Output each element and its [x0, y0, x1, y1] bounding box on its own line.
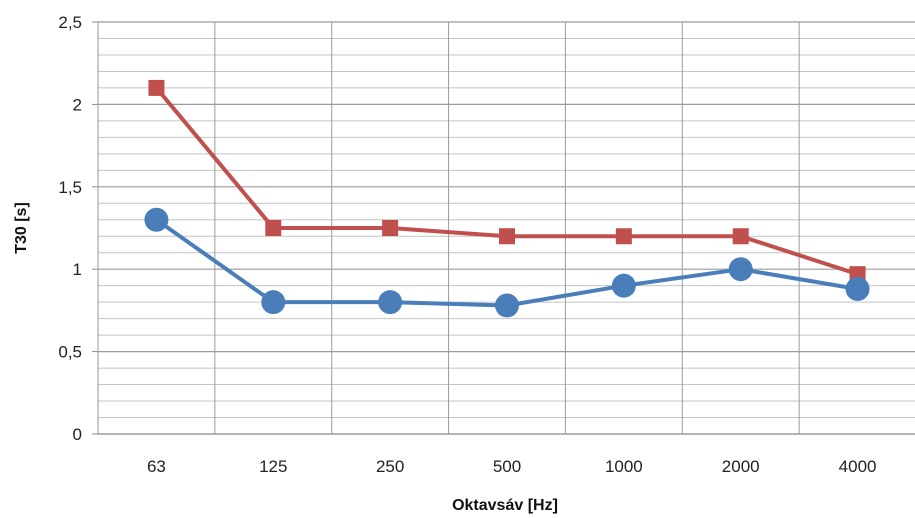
data-point	[845, 276, 870, 301]
y-axis-ticks: 0 0,5 1 1,5 2 2,5	[58, 13, 82, 444]
x-tick-label: 125	[259, 457, 287, 476]
x-axis-title: Oktavsáv [Hz]	[452, 497, 558, 514]
data-point	[378, 290, 403, 315]
y-tick-label: 0,5	[58, 343, 82, 362]
data-point	[499, 228, 515, 245]
data-point	[495, 293, 519, 318]
y-tick-label: 2,5	[58, 13, 82, 32]
data-point	[728, 257, 753, 282]
series-line	[154, 86, 859, 277]
y-tick-label: 1	[73, 260, 82, 279]
series-1	[148, 79, 866, 283]
x-axis-ticks: 63 125 250 500 1000 2000 4000	[147, 457, 877, 476]
data-point	[611, 273, 636, 298]
data-point	[148, 79, 165, 96]
grid	[92, 21, 915, 435]
x-tick-label: 500	[493, 457, 521, 476]
data-point	[732, 228, 749, 245]
series-layer	[144, 79, 870, 318]
x-tick-label: 2000	[722, 457, 760, 476]
y-tick-label: 0	[73, 425, 82, 444]
x-tick-label: 4000	[839, 457, 877, 476]
x-tick-label: 250	[376, 457, 404, 476]
series-2	[144, 207, 870, 318]
y-axis-title: T30 [s]	[13, 202, 30, 254]
y-tick-label: 2	[73, 95, 82, 114]
y-tick-label: 1,5	[58, 178, 82, 197]
data-point	[144, 207, 169, 232]
x-tick-label: 63	[147, 457, 166, 476]
data-point	[382, 220, 399, 236]
data-point	[261, 290, 286, 315]
data-point	[265, 220, 282, 236]
x-tick-label: 1000	[605, 457, 643, 476]
data-point	[615, 228, 632, 245]
